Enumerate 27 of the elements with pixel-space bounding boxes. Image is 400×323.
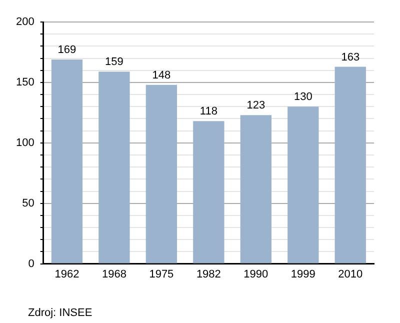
bar (146, 84, 178, 264)
y-tick-label: 200 (16, 16, 34, 28)
x-tick-label: 1962 (54, 268, 80, 280)
data-label: 169 (58, 44, 76, 56)
x-tick-label: 1999 (290, 268, 316, 280)
y-tick-label: 50 (22, 197, 34, 210)
y-tick-label: 0 (28, 258, 34, 270)
text: Zdroj: INSEE (28, 307, 92, 319)
x-tick-label: 1975 (149, 268, 174, 280)
data-label: 130 (294, 91, 312, 104)
data-label: 118 (200, 106, 218, 118)
x-tick-label: 1968 (102, 268, 126, 280)
x-tick-label: 1982 (196, 268, 221, 280)
data-label: 148 (152, 69, 171, 82)
y-tick-label: 150 (16, 76, 34, 88)
x-tick-label: 1990 (244, 268, 268, 280)
bar (288, 106, 319, 264)
bar (51, 59, 83, 264)
data-label: 163 (341, 51, 360, 64)
y-tick-label: 100 (16, 136, 34, 149)
bar (98, 72, 130, 264)
bar (240, 115, 272, 264)
bar (334, 66, 366, 264)
data-label: 159 (105, 56, 124, 68)
x-tick-label: 2010 (338, 268, 363, 280)
bar (193, 121, 224, 264)
data-label: 123 (246, 100, 266, 112)
